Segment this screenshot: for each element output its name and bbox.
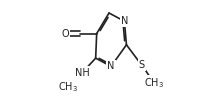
Text: NH: NH: [75, 67, 90, 77]
Text: CH$_3$: CH$_3$: [144, 76, 164, 90]
Text: O: O: [61, 28, 69, 38]
Text: S: S: [139, 60, 145, 70]
Text: CH$_3$: CH$_3$: [58, 80, 78, 94]
Text: N: N: [121, 16, 128, 26]
Text: N: N: [107, 61, 115, 71]
